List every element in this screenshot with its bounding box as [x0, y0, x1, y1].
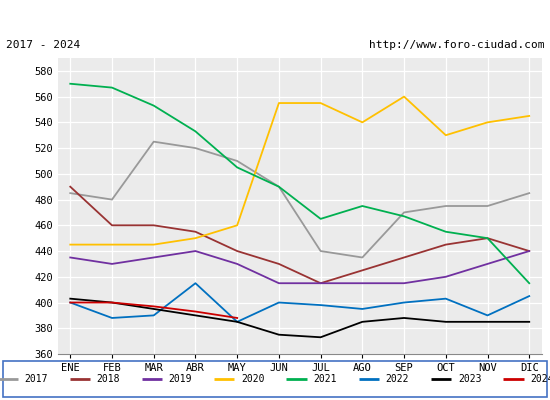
Text: 2023: 2023 [458, 374, 481, 384]
Text: 2017 - 2024: 2017 - 2024 [6, 40, 80, 50]
Text: 2021: 2021 [314, 374, 337, 384]
FancyBboxPatch shape [3, 361, 547, 397]
Text: 2020: 2020 [241, 374, 265, 384]
Text: 2019: 2019 [169, 374, 192, 384]
Text: 2017: 2017 [24, 374, 48, 384]
Text: Evolucion del paro registrado en Montmeló: Evolucion del paro registrado en Montmel… [96, 9, 454, 25]
Text: 2022: 2022 [386, 374, 409, 384]
Text: 2024: 2024 [530, 374, 550, 384]
Text: http://www.foro-ciudad.com: http://www.foro-ciudad.com [369, 40, 544, 50]
Text: 2018: 2018 [96, 374, 120, 384]
